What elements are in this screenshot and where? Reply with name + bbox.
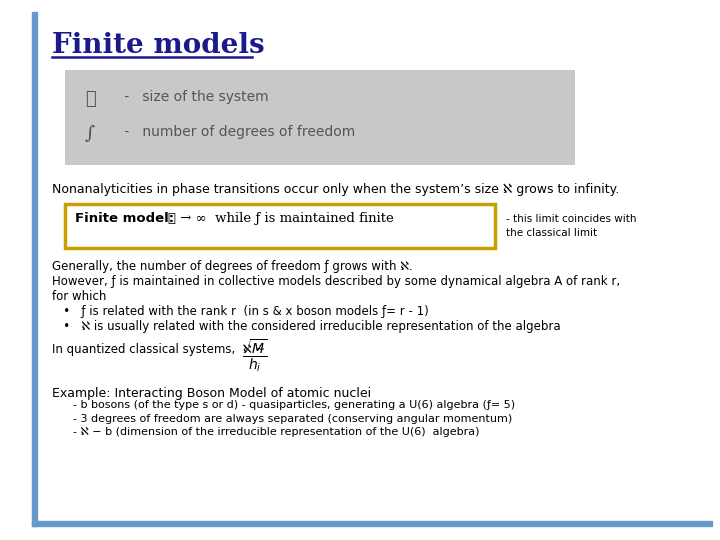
Text: In quantized classical systems,  ℵ ~: In quantized classical systems, ℵ ~: [52, 342, 265, 355]
FancyBboxPatch shape: [65, 70, 575, 165]
Text: $\dfrac{\sqrt{M}}{h_i}$: $\dfrac{\sqrt{M}}{h_i}$: [242, 338, 267, 374]
Text: Finite model:: Finite model:: [75, 212, 174, 225]
Text: •   ℵ is usually related with the considered irreducible representation of the a: • ℵ is usually related with the consider…: [52, 320, 561, 333]
Text: -   number of degrees of freedom: - number of degrees of freedom: [120, 125, 355, 139]
Text: - b bosons (of the type s or d) - quasiparticles, generating a U(6) algebra (ƒ= : - b bosons (of the type s or d) - quasip…: [52, 401, 515, 410]
Text: ℵ → ∞  while ƒ is maintained finite: ℵ → ∞ while ƒ is maintained finite: [168, 212, 394, 225]
Bar: [32, 521, 712, 526]
Text: •   ƒ is related with the rank r  (in s & x boson models ƒ= r - 1): • ƒ is related with the rank r (in s & x…: [52, 305, 428, 318]
Text: ∫: ∫: [85, 125, 95, 143]
Text: ℵ: ℵ: [85, 90, 96, 108]
Text: for which: for which: [52, 290, 107, 303]
Text: Finite models: Finite models: [52, 32, 265, 59]
Bar: [32, 12, 37, 526]
Text: - this limit coincides with
the classical limit: - this limit coincides with the classica…: [506, 214, 636, 238]
Text: -   size of the system: - size of the system: [120, 90, 269, 104]
Text: Generally, the number of degrees of freedom ƒ grows with ℵ.: Generally, the number of degrees of free…: [52, 260, 413, 273]
Text: Nonanalyticities in phase transitions occur only when the system’s size ℵ grows : Nonanalyticities in phase transitions oc…: [52, 183, 619, 196]
Text: However, ƒ is maintained in collective models described by some dynamical algebr: However, ƒ is maintained in collective m…: [52, 275, 620, 288]
FancyBboxPatch shape: [65, 204, 495, 248]
Text: Example: Interacting Boson Model of atomic nuclei: Example: Interacting Boson Model of atom…: [52, 388, 371, 401]
Text: - 3 degrees of freedom are always separated (conserving angular momentum): - 3 degrees of freedom are always separa…: [52, 414, 512, 423]
Text: - ℵ − b (dimension of the irreducible representation of the U(6)  algebra): - ℵ − b (dimension of the irreducible re…: [52, 427, 480, 437]
